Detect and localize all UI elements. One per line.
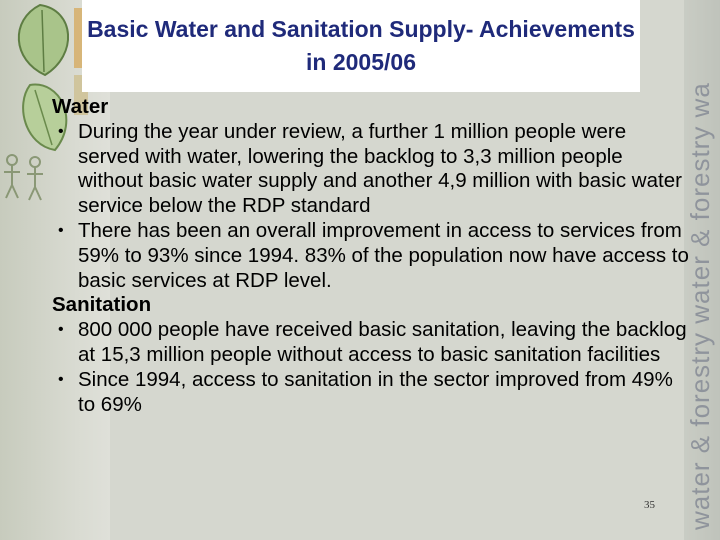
bullet-icon: • xyxy=(58,370,64,388)
bullet-icon: • xyxy=(58,122,64,140)
bullet-icon: • xyxy=(58,221,64,239)
bullet-text: There has been an overall improvement in… xyxy=(78,218,689,292)
slide-title: Basic Water and Sanitation Supply- Achie… xyxy=(87,16,635,75)
slide-number: 35 xyxy=(644,499,655,511)
list-item: • During the year under review, a furthe… xyxy=(52,120,692,219)
bullet-text: Since 1994, access to sanitation in the … xyxy=(78,367,673,416)
bullet-text: During the year under review, a further … xyxy=(78,119,682,218)
title-box: Basic Water and Sanitation Supply- Achie… xyxy=(82,0,640,92)
list-item: • There has been an overall improvement … xyxy=(52,219,692,293)
right-decoration-band: water & forestry water & forestry wa xyxy=(684,0,720,540)
sanitation-bullet-list: • 800 000 people have received basic san… xyxy=(52,318,692,417)
section-heading-water: Water xyxy=(52,95,109,118)
slide-content: Water • During the year under review, a … xyxy=(52,95,692,417)
bullet-icon: • xyxy=(58,321,64,339)
list-item: • Since 1994, access to sanitation in th… xyxy=(52,368,692,418)
water-bullet-list: • During the year under review, a furthe… xyxy=(52,120,692,294)
list-item: • 800 000 people have received basic san… xyxy=(52,318,692,368)
bullet-text: 800 000 people have received basic sanit… xyxy=(78,318,687,366)
section-heading-sanitation: Sanitation xyxy=(52,293,152,317)
